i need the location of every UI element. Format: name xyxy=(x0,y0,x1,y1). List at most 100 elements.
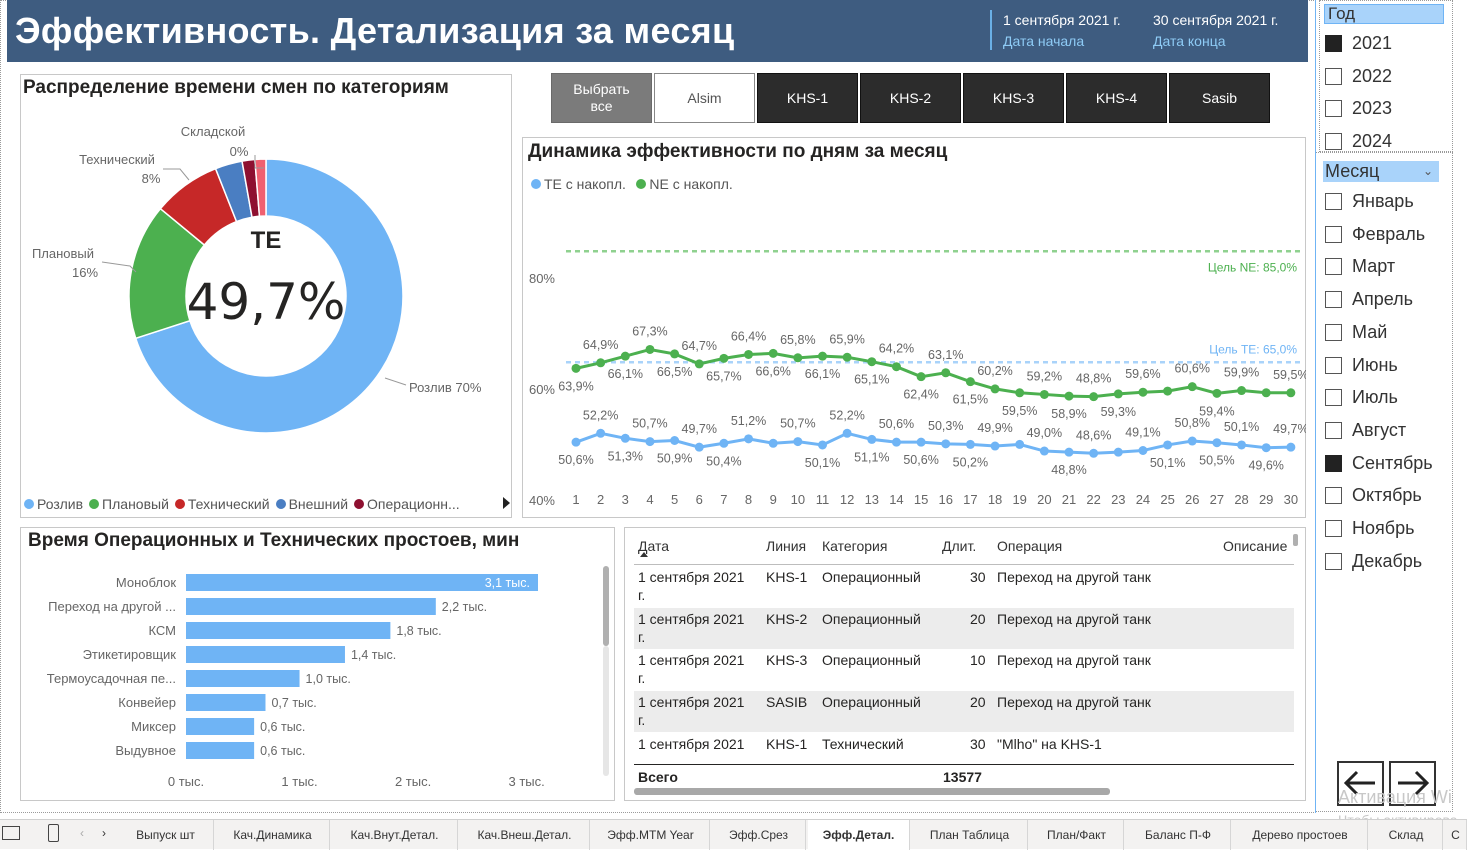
tab-кач-динамика[interactable]: Кач.Динамика xyxy=(216,820,330,850)
data-point[interactable] xyxy=(818,440,827,450)
data-point[interactable] xyxy=(571,363,581,373)
year-option-2022[interactable]: 2022 xyxy=(1325,66,1392,87)
data-point[interactable] xyxy=(793,353,803,363)
data-point[interactable] xyxy=(1113,447,1123,457)
data-point[interactable] xyxy=(867,434,877,444)
mobile-view-icon[interactable] xyxy=(48,824,59,842)
legend-plan[interactable]: Плановый xyxy=(89,496,169,512)
legend-vnesh[interactable]: Внешний xyxy=(275,496,348,512)
checkbox-icon[interactable] xyxy=(1325,291,1342,309)
col-header-line[interactable]: Линия xyxy=(766,538,807,554)
line-button-khs1[interactable]: KHS-1 xyxy=(757,73,858,123)
checkbox-icon[interactable] xyxy=(1325,132,1342,150)
data-point[interactable] xyxy=(891,362,901,372)
tab-план-таблица[interactable]: План Таблица xyxy=(912,820,1028,850)
data-point[interactable] xyxy=(1039,389,1049,399)
data-point[interactable] xyxy=(1015,439,1025,449)
data-point[interactable] xyxy=(990,441,1000,451)
data-point[interactable] xyxy=(891,437,901,447)
month-option-февраль[interactable]: Февраль xyxy=(1325,224,1425,245)
month-option-август[interactable]: Август xyxy=(1325,420,1406,441)
data-point[interactable] xyxy=(842,352,852,362)
data-point[interactable] xyxy=(694,442,704,452)
data-point[interactable] xyxy=(620,433,630,443)
month-option-декабрь[interactable]: Декабрь xyxy=(1325,551,1422,572)
checkbox-icon[interactable] xyxy=(1325,225,1342,243)
nav-back-button[interactable] xyxy=(1337,761,1384,806)
data-point[interactable] xyxy=(719,438,729,448)
checkbox-icon[interactable] xyxy=(1325,389,1342,407)
checkbox-icon[interactable] xyxy=(1325,454,1342,472)
tab-next-icon[interactable]: › xyxy=(102,826,106,840)
year-option-2021[interactable]: 2021 xyxy=(1325,33,1392,54)
line-button-alsim[interactable]: Alsim xyxy=(654,73,755,123)
table-row[interactable] xyxy=(634,607,1294,649)
month-option-март[interactable]: Март xyxy=(1325,256,1395,277)
data-point[interactable] xyxy=(867,357,877,367)
bar-моноблок[interactable] xyxy=(186,574,538,591)
data-point[interactable] xyxy=(571,437,581,447)
legend-rozliv[interactable]: Розлив xyxy=(24,496,83,512)
checkbox-icon[interactable] xyxy=(1325,552,1342,570)
data-point[interactable] xyxy=(1138,445,1148,455)
tab-prev-icon[interactable]: ‹ xyxy=(80,826,84,840)
table-row[interactable] xyxy=(634,691,1294,733)
legend-tech[interactable]: Технический xyxy=(174,496,270,512)
data-point[interactable] xyxy=(694,359,704,369)
data-point[interactable] xyxy=(1261,443,1271,453)
col-header-date[interactable]: Дата xyxy=(638,538,670,554)
year-slicer-title[interactable]: Год xyxy=(1324,4,1444,24)
data-point[interactable] xyxy=(965,439,975,449)
data-point[interactable] xyxy=(1015,388,1025,398)
col-header-description[interactable]: Описание xyxy=(1223,538,1288,554)
bar-миксер[interactable] xyxy=(186,718,255,735)
tab-с[interactable]: С xyxy=(1445,820,1467,850)
tab-эфф-срез[interactable]: Эфф.Срез xyxy=(712,820,806,850)
bar-переход-на-другой[interactable] xyxy=(186,598,436,615)
data-point[interactable] xyxy=(1212,438,1222,448)
checkbox-icon[interactable] xyxy=(1325,258,1342,276)
data-point[interactable] xyxy=(1286,442,1296,452)
checkbox-icon[interactable] xyxy=(1325,356,1342,374)
data-point[interactable] xyxy=(1237,440,1247,450)
checkbox-icon[interactable] xyxy=(1325,67,1342,85)
data-point[interactable] xyxy=(670,436,680,446)
tab-эфф-детал[interactable]: Эфф.Детал. xyxy=(808,820,910,850)
year-option-2024[interactable]: 2024 xyxy=(1325,131,1392,152)
month-option-январь[interactable]: Январь xyxy=(1325,191,1414,212)
data-point[interactable] xyxy=(916,372,926,382)
tab-баланс-п-ф[interactable]: Баланс П-Ф xyxy=(1126,820,1231,850)
donut-slice-розлив[interactable] xyxy=(134,158,404,434)
month-option-июнь[interactable]: Июнь xyxy=(1325,355,1398,376)
tab-кач-внеш-детал[interactable]: Кач.Внеш.Детал. xyxy=(460,820,590,850)
data-point[interactable] xyxy=(1138,387,1148,397)
table-row[interactable] xyxy=(634,649,1294,691)
data-point[interactable] xyxy=(1089,392,1099,402)
data-point[interactable] xyxy=(1237,386,1247,396)
col-header-category[interactable]: Категория xyxy=(822,538,888,554)
data-point[interactable] xyxy=(990,384,1000,394)
tab-склад[interactable]: Склад xyxy=(1370,820,1443,850)
checkbox-icon[interactable] xyxy=(1325,193,1342,210)
data-point[interactable] xyxy=(842,428,852,438)
tab-дерево-простоев[interactable]: Дерево простоев xyxy=(1233,820,1368,850)
month-option-сентябрь[interactable]: Сентябрь xyxy=(1325,453,1433,474)
tab-кач-внут-детал[interactable]: Кач.Внут.Детал. xyxy=(332,820,458,850)
tab-выпуск-шт[interactable]: Выпуск шт xyxy=(118,820,214,850)
data-point[interactable] xyxy=(1261,388,1271,398)
checkbox-icon[interactable] xyxy=(1325,35,1342,52)
month-slicer-title[interactable]: Месяц xyxy=(1323,161,1439,182)
nav-forward-button[interactable] xyxy=(1389,761,1436,806)
data-point[interactable] xyxy=(744,434,754,444)
data-point[interactable] xyxy=(793,437,803,447)
data-point[interactable] xyxy=(1163,386,1173,396)
month-option-октябрь[interactable]: Октябрь xyxy=(1325,485,1422,506)
checkbox-icon[interactable] xyxy=(1325,487,1342,505)
data-point[interactable] xyxy=(1187,382,1197,392)
select-all-button[interactable]: Выбрать все xyxy=(551,73,652,123)
data-point[interactable] xyxy=(1064,391,1074,401)
legend-ne[interactable]: NE с накопл. xyxy=(636,176,733,192)
bar-конвейер[interactable] xyxy=(186,694,266,711)
data-point[interactable] xyxy=(645,437,655,447)
data-point[interactable] xyxy=(1286,388,1296,398)
